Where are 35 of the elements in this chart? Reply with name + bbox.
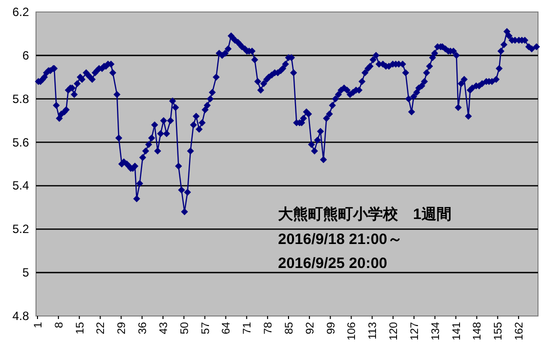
x-tick-label: 36 bbox=[137, 322, 150, 334]
y-tick-label: 5.4 bbox=[12, 178, 30, 193]
x-tick-label: 127 bbox=[408, 322, 421, 340]
x-tick-label: 120 bbox=[388, 322, 400, 340]
x-tick-label: 15 bbox=[74, 322, 86, 334]
y-tick-label: 6.2 bbox=[12, 5, 30, 19]
x-tick-label: 106 bbox=[346, 322, 358, 340]
x-tick-label: 113 bbox=[367, 322, 380, 340]
annotation: 2016/9/25 20:00 bbox=[278, 255, 388, 272]
x-tick-label: 64 bbox=[220, 322, 233, 334]
x-tick-label: 8 bbox=[53, 322, 66, 328]
x-tick-label: 134 bbox=[430, 322, 442, 340]
x-tick-label: 141 bbox=[450, 322, 463, 340]
y-tick-label: 5 bbox=[22, 266, 30, 280]
x-tick-label: 1 bbox=[32, 322, 44, 328]
annotation: 2016/9/18 21:00～ bbox=[278, 231, 402, 248]
x-tick-label: 99 bbox=[325, 322, 338, 334]
x-tick-label: 162 bbox=[514, 322, 526, 340]
y-tick-label: 5.8 bbox=[12, 92, 30, 106]
x-tick-label: 71 bbox=[242, 322, 254, 334]
x-tick-label: 85 bbox=[283, 322, 296, 334]
x-tick-label: 78 bbox=[262, 322, 275, 334]
x-tick-label: 50 bbox=[178, 322, 191, 334]
y-tick-label: 5.6 bbox=[12, 135, 30, 150]
y-tick-label: 5.2 bbox=[12, 222, 30, 236]
x-tick-label: 155 bbox=[492, 322, 505, 340]
x-tick-label: 57 bbox=[200, 322, 212, 334]
x-tick-label: 22 bbox=[95, 322, 108, 334]
x-tick-label: 148 bbox=[472, 322, 484, 340]
x-tick-label: 92 bbox=[304, 322, 316, 334]
x-tick-label: 43 bbox=[158, 322, 170, 334]
y-tick-label: 6 bbox=[22, 48, 30, 62]
annotation: 大熊町熊町小学校 1週間 bbox=[278, 206, 452, 223]
x-tick-label: 29 bbox=[116, 322, 128, 334]
y-tick-label: 4.8 bbox=[12, 309, 30, 323]
